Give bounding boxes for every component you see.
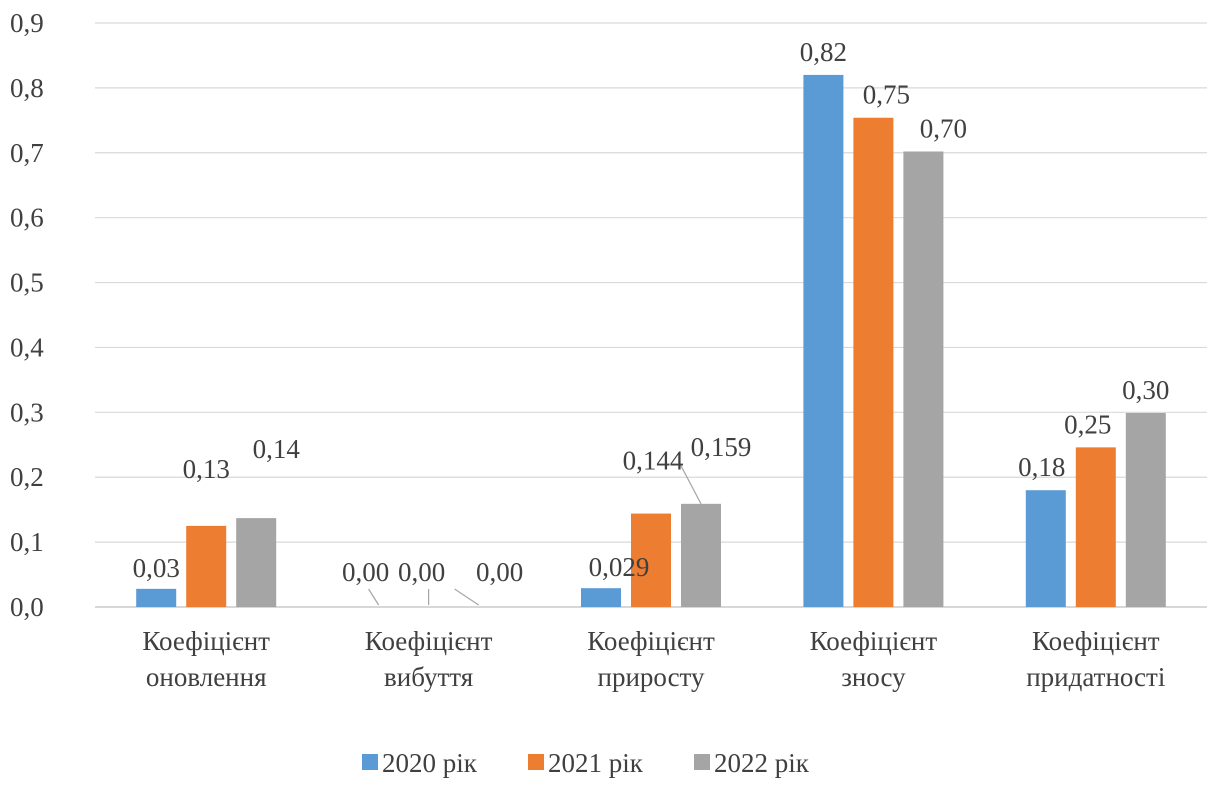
bar [631,513,671,607]
bar [853,117,894,607]
y-tick-label: 0,8 [10,73,44,103]
y-tick-label: 0,9 [10,8,44,38]
bar [803,74,844,607]
data-label: 0,30 [1122,375,1169,405]
x-category-label: Коефіцієнт [142,626,270,656]
bar [236,518,277,607]
bar [1125,412,1166,607]
y-tick-label: 0,2 [10,462,44,492]
legend-swatch [528,754,544,770]
x-axis-category-labels: Коефіцієнт оновлення Коефіцієнт вибуття Коеф… [142,626,1165,692]
data-label: 0,00 [398,557,445,587]
x-category-label: зносу [841,662,906,692]
label-leader-lines [368,465,702,606]
data-label: 0,75 [863,80,910,110]
data-label: 0,159 [691,432,752,462]
data-label: 0,25 [1064,409,1111,439]
legend-swatch [362,754,378,770]
bar [903,151,944,608]
legend-label: 2020 рік [382,748,478,778]
x-category-label: приросту [598,662,705,692]
x-category-label: оновлення [146,662,267,692]
y-tick-label: 0,6 [10,203,44,233]
bar [1075,447,1116,607]
y-tick-label: 0,5 [10,268,44,298]
legend: 2020 рік 2021 рік 2022 рік [362,748,810,778]
leader-line [680,465,702,505]
bar [136,588,177,607]
data-labels: 0,03 0,13 0,14 0,00 0,00 0,00 0,029 0,144 0,159 0… [133,37,1170,587]
data-label: 0,00 [342,557,389,587]
leader-line [454,588,479,606]
data-label: 0,82 [800,37,847,67]
y-tick-label: 0,4 [10,332,44,362]
data-label: 0,14 [253,434,301,464]
x-category-label: вибуття [384,662,473,692]
x-category-label: Коефіцієнт [365,626,493,656]
legend-label: 2021 рік [548,748,644,778]
legend-label: 2022 рік [714,748,810,778]
data-label: 0,029 [589,552,650,582]
y-tick-label: 0,3 [10,397,44,427]
gridlines [95,22,1207,608]
bars [136,74,1166,608]
data-label: 0,70 [920,113,967,143]
y-tick-label: 0,7 [10,138,44,168]
y-tick-label: 0,1 [10,527,44,557]
x-category-label: придатності [1026,662,1165,692]
y-tick-label: 0,0 [10,592,44,622]
data-label: 0,13 [183,454,230,484]
x-category-label: Коефіцієнт [810,626,938,656]
data-label: 0,03 [133,553,180,583]
x-category-label: Коефіцієнт [1032,626,1160,656]
bar [186,525,227,607]
x-category-label: Коефіцієнт [587,626,715,656]
data-label: 0,144 [623,446,684,476]
bar [681,503,721,607]
y-axis-ticks: 0,0 0,1 0,2 0,3 0,4 0,5 0,6 0,7 0,8 0,9 [10,8,44,622]
data-label: 0,18 [1018,452,1065,482]
bar [1025,490,1066,607]
leader-line [368,588,380,606]
data-label: 0,00 [476,557,523,587]
legend-swatch [694,754,710,770]
bar [581,588,621,607]
